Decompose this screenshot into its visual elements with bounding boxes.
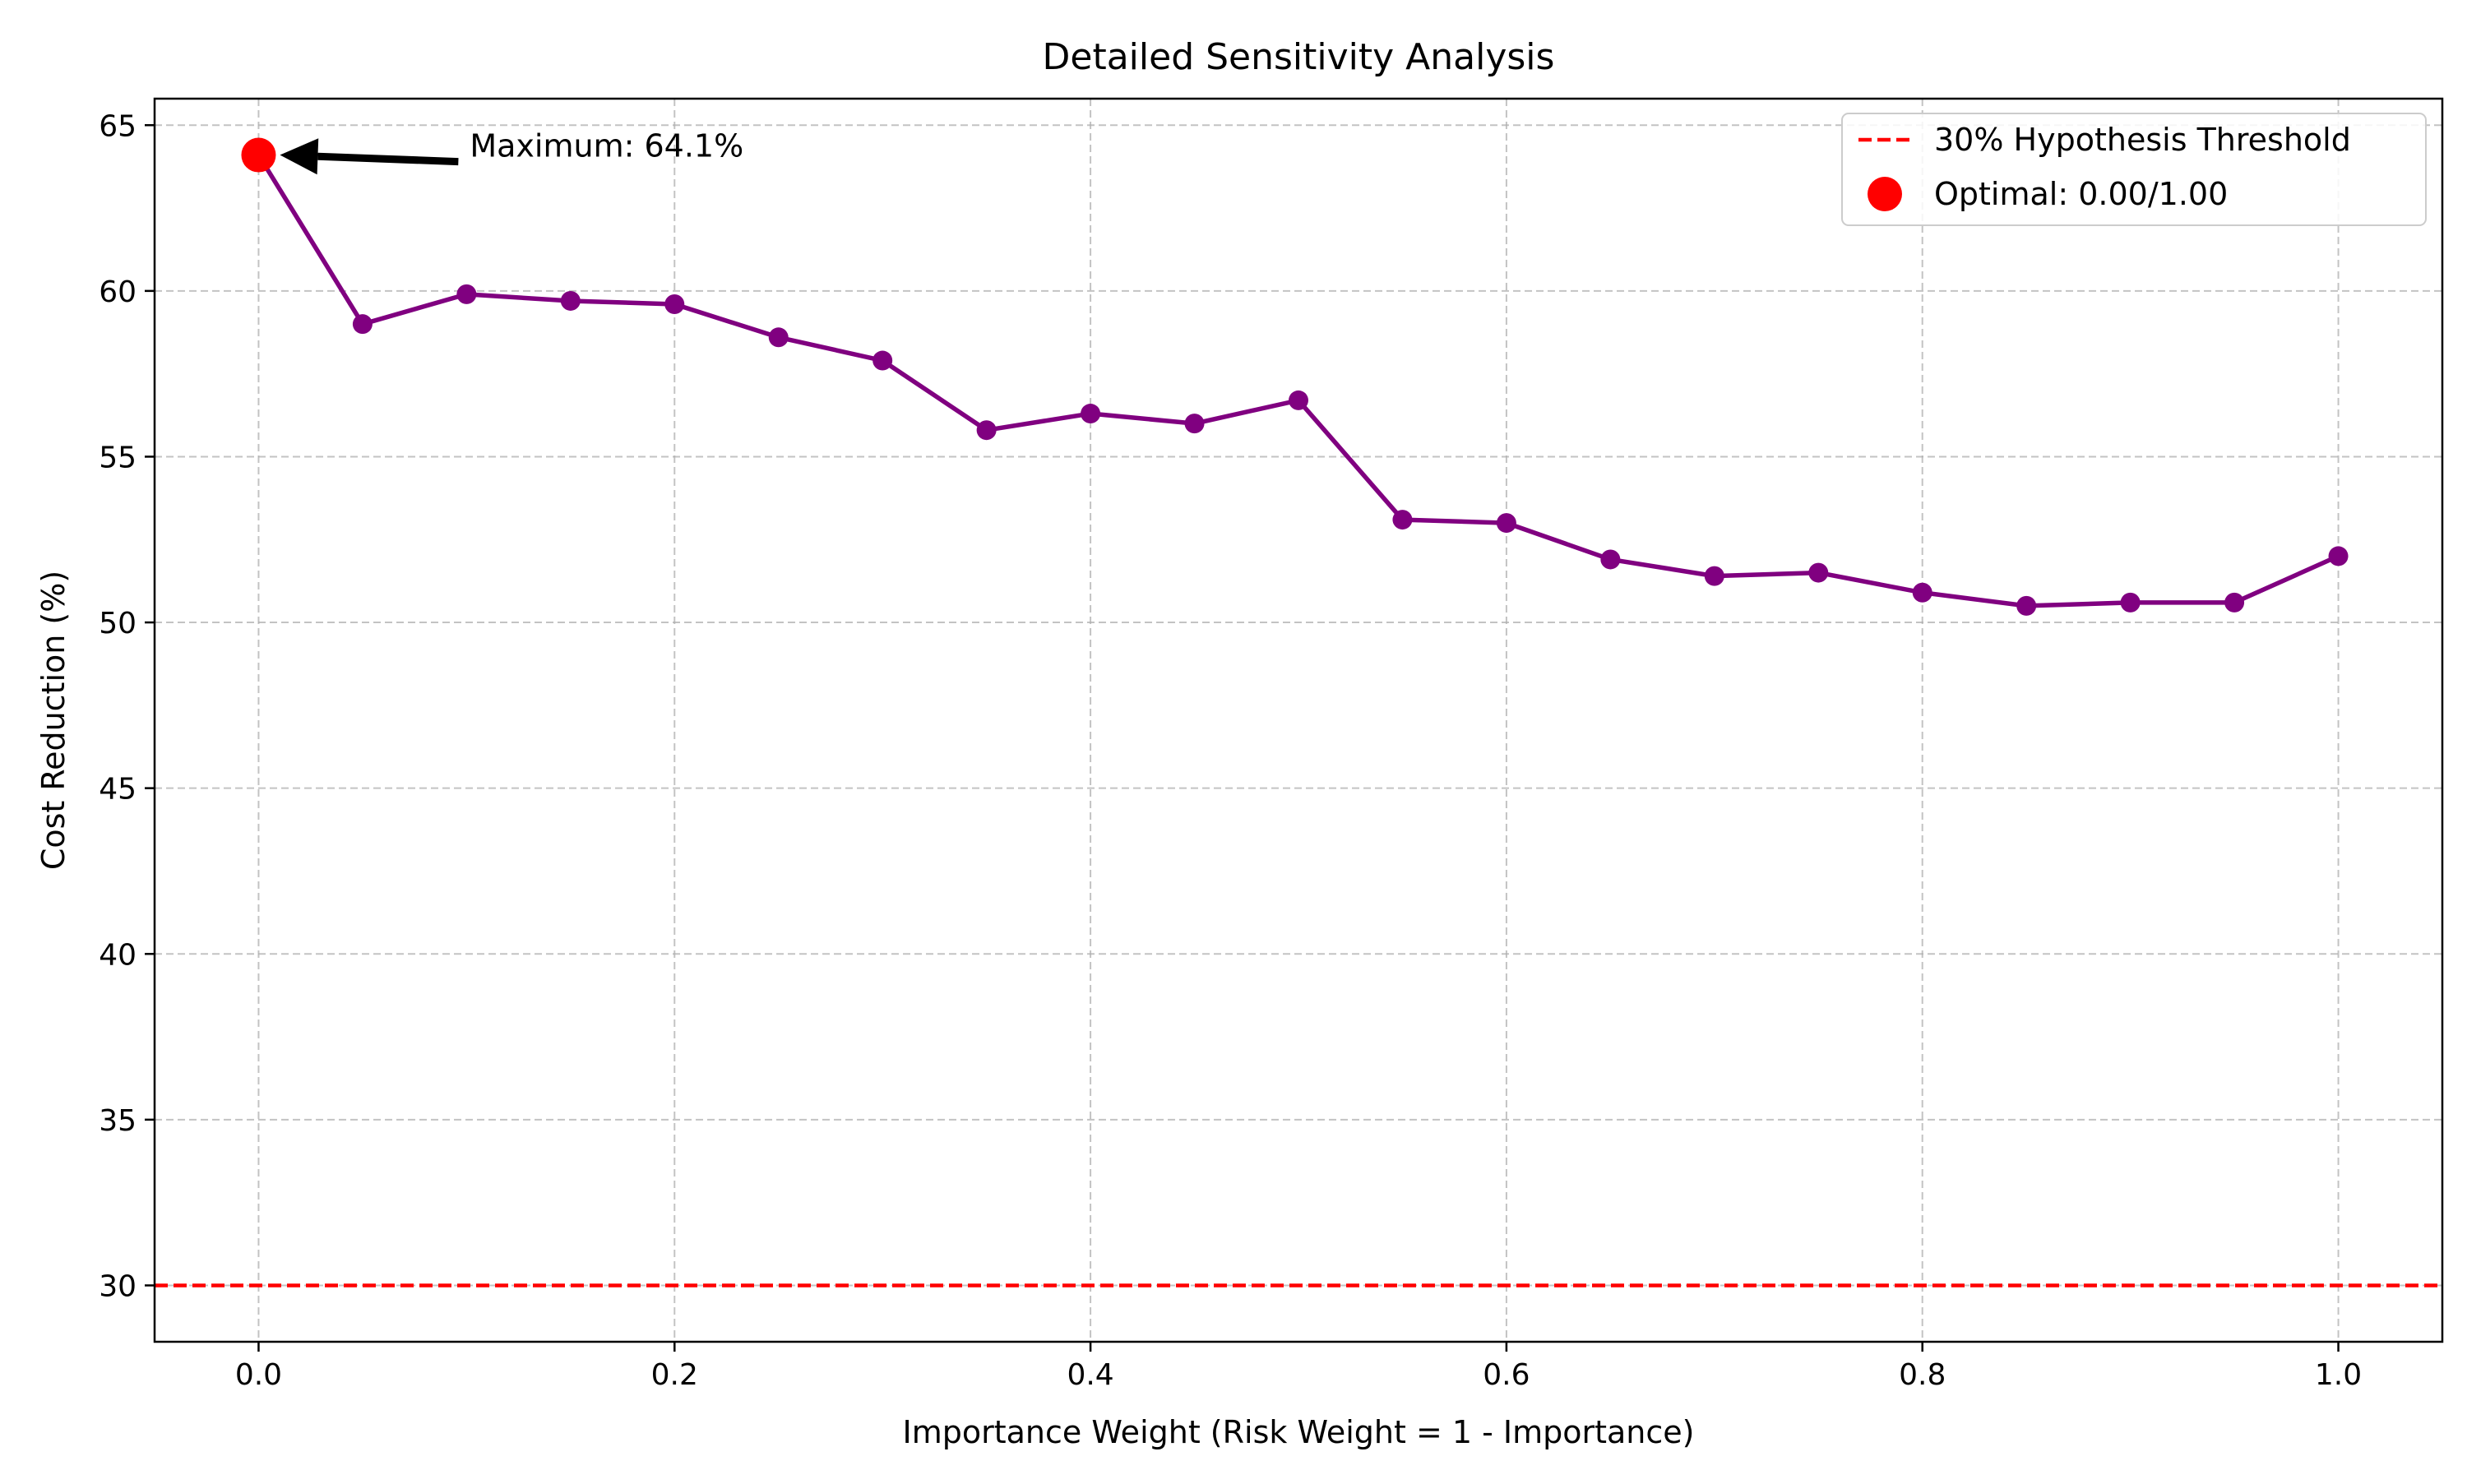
x-tick-label: 0.2 [651,1358,698,1392]
y-tick-label: 65 [99,109,137,143]
y-tick-label: 60 [99,275,137,309]
legend-optimal-label: Optimal: 0.00/1.00 [1934,176,2228,212]
data-point [560,290,581,311]
annotation-text: Maximum: 64.1% [470,128,743,164]
data-point [2224,592,2245,613]
annotation-arrow [317,152,459,166]
annotation-arrowhead [280,138,319,175]
annotation-layer: Maximum: 64.1% [280,128,743,175]
y-tick-label: 30 [99,1269,137,1303]
x-tick-label: 0.4 [1067,1358,1113,1392]
data-point [456,284,477,304]
data-point [976,420,997,441]
y-tick-label: 35 [99,1104,137,1138]
x-axis-label: Importance Weight (Risk Weight = 1 - Imp… [903,1414,1695,1450]
y-axis-label: Cost Reduction (%) [35,571,72,870]
plot-frame [153,97,2444,1343]
y-tick-label: 55 [99,441,137,474]
x-tick-label: 0.6 [1483,1358,1530,1392]
data-point [768,327,789,348]
y-tick-label: 40 [99,938,137,972]
data-point [1392,510,1413,530]
series-layer [241,137,2349,616]
data-point [2016,595,2037,616]
data-point [2120,592,2141,613]
legend-box [1841,113,2427,226]
legend: 30% Hypothesis Threshold Optimal: 0.00/1.… [1841,113,2427,226]
x-tick-label: 1.0 [2315,1358,2362,1392]
legend-optimal-swatch [1868,177,1902,211]
data-point [1184,414,1205,434]
data-point [1081,404,1101,424]
data-point [1496,513,1516,534]
grid [155,99,2442,1342]
data-point [352,314,373,335]
x-tick-label: 0.0 [235,1358,282,1392]
data-point [1912,582,1932,603]
data-point [872,350,893,371]
data-point [1704,566,1724,586]
legend-threshold-label: 30% Hypothesis Threshold [1934,122,2351,158]
y-tick-label: 50 [99,607,137,640]
x-tick-label: 0.8 [1899,1358,1946,1392]
data-point [2328,546,2349,566]
axes: 0.0 0.2 0.4 0.6 0.8 1.0 30 35 40 45 50 55 60 65 [99,97,2444,1392]
data-point [664,294,685,314]
data-point [1808,562,1829,583]
optimal-point [241,137,276,173]
y-tick-label: 45 [99,773,137,807]
data-point [1600,549,1621,570]
chart-title: Detailed Sensitivity Analysis [1043,36,1555,78]
data-point [1289,390,1308,410]
